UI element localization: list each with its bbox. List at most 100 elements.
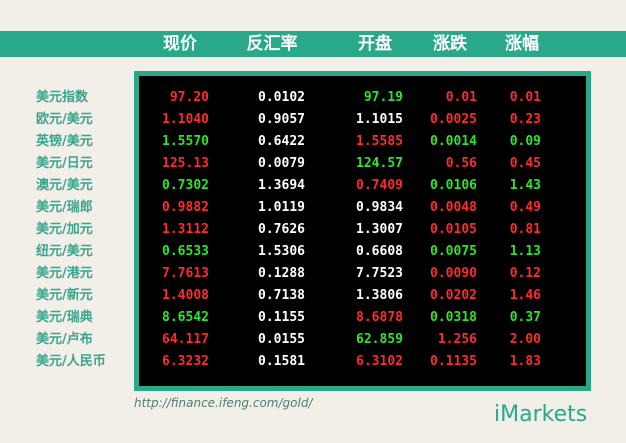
price-cell: 97.20 — [169, 90, 209, 105]
reverse-rate-cell: 0.0155 — [258, 332, 305, 347]
pair-label: 美元/人民币 — [36, 354, 106, 369]
reverse-rate-cell: 0.0102 — [258, 90, 305, 105]
price-cell: 7.7613 — [162, 266, 209, 281]
change-percent-cell: 0.09 — [509, 134, 541, 149]
open-cell: 1.1015 — [356, 112, 403, 127]
open-cell: 0.6608 — [356, 244, 403, 259]
table-row: 97.20 0.0102 97.19 0.01 0.01 — [139, 87, 586, 109]
source-url[interactable]: http://finance.ifeng.com/gold/ — [134, 396, 313, 410]
table-row: 6.3232 0.1581 6.3102 0.1135 1.83 — [139, 351, 586, 373]
reverse-rate-cell: 0.1155 — [258, 310, 305, 325]
change-percent-cell: 1.83 — [509, 354, 541, 369]
change-cell: 0.0048 — [430, 200, 477, 215]
price-cell: 6.3232 — [162, 354, 209, 369]
reverse-rate-cell: 0.1581 — [258, 354, 305, 369]
table-row: 0.9882 1.0119 0.9834 0.0048 0.49 — [139, 197, 586, 219]
table-row: 1.5570 0.6422 1.5585 0.0014 0.09 — [139, 131, 586, 153]
imarkets-logo: iMarkets — [494, 402, 588, 427]
header-open: 开盘 — [358, 34, 392, 54]
price-cell: 64.117 — [162, 332, 209, 347]
change-cell: 0.0202 — [430, 288, 477, 303]
reverse-rate-cell: 1.3694 — [258, 178, 305, 193]
price-cell: 0.6533 — [162, 244, 209, 259]
change-cell: 0.0025 — [430, 112, 477, 127]
pair-label: 美元指数 — [36, 90, 89, 105]
open-cell: 124.57 — [356, 156, 403, 171]
table-row: 8.6542 0.1155 8.6878 0.0318 0.37 — [139, 307, 586, 329]
pair-label: 美元/瑞典 — [36, 310, 93, 325]
quote-table: 97.20 0.0102 97.19 0.01 0.01 1.1040 0.9057 1.10… — [139, 76, 586, 386]
pair-label: 欧元/美元 — [36, 112, 93, 127]
reverse-rate-cell: 0.7626 — [258, 222, 305, 237]
pair-label: 美元/港元 — [36, 266, 93, 281]
header-change: 涨跌 — [433, 34, 467, 54]
change-cell: 0.0318 — [430, 310, 477, 325]
pair-label: 纽元/美元 — [36, 244, 93, 259]
open-cell: 6.3102 — [356, 354, 403, 369]
reverse-rate-cell: 0.0079 — [258, 156, 305, 171]
price-cell: 0.7302 — [162, 178, 209, 193]
open-cell: 1.3806 — [356, 288, 403, 303]
reverse-rate-cell: 0.1288 — [258, 266, 305, 281]
price-cell: 1.4008 — [162, 288, 209, 303]
reverse-rate-cell: 0.6422 — [258, 134, 305, 149]
table-row: 1.1040 0.9057 1.1015 0.0025 0.23 — [139, 109, 586, 131]
open-cell: 8.6878 — [356, 310, 403, 325]
price-cell: 1.1040 — [162, 112, 209, 127]
open-cell: 97.19 — [363, 90, 403, 105]
header-change-percent: 涨幅 — [505, 34, 539, 54]
price-cell: 1.5570 — [162, 134, 209, 149]
change-cell: 0.01 — [445, 90, 477, 105]
table-row: 64.117 0.0155 62.859 1.256 2.00 — [139, 329, 586, 351]
change-cell: 0.0105 — [430, 222, 477, 237]
change-cell: 0.0106 — [430, 178, 477, 193]
table-row: 0.7302 1.3694 0.7409 0.0106 1.43 — [139, 175, 586, 197]
change-percent-cell: 0.23 — [509, 112, 541, 127]
open-cell: 62.859 — [356, 332, 403, 347]
price-cell: 0.9882 — [162, 200, 209, 215]
header-reverse-rate: 反汇率 — [246, 34, 298, 54]
change-cell: 0.0014 — [430, 134, 477, 149]
change-percent-cell: 1.43 — [509, 178, 541, 193]
table-row: 1.3112 0.7626 1.3007 0.0105 0.81 — [139, 219, 586, 241]
table-row: 0.6533 1.5306 0.6608 0.0075 1.13 — [139, 241, 586, 263]
table-row: 1.4008 0.7138 1.3806 0.0202 1.46 — [139, 285, 586, 307]
change-cell: 0.1135 — [430, 354, 477, 369]
change-percent-cell: 0.49 — [509, 200, 541, 215]
change-percent-cell: 0.81 — [509, 222, 541, 237]
change-percent-cell: 1.46 — [509, 288, 541, 303]
open-cell: 0.7409 — [356, 178, 403, 193]
quote-table-frame: 97.20 0.0102 97.19 0.01 0.01 1.1040 0.9057 1.10… — [134, 71, 591, 391]
pair-label: 美元/瑞郎 — [36, 200, 93, 215]
table-row: 125.13 0.0079 124.57 0.56 0.45 — [139, 153, 586, 175]
change-percent-cell: 0.12 — [509, 266, 541, 281]
open-cell: 1.5585 — [356, 134, 403, 149]
pair-label: 英镑/美元 — [36, 134, 93, 149]
pair-label: 美元/加元 — [36, 222, 93, 237]
change-percent-cell: 2.00 — [509, 332, 541, 347]
price-cell: 125.13 — [162, 156, 209, 171]
price-cell: 8.6542 — [162, 310, 209, 325]
header-price: 现价 — [163, 34, 197, 54]
change-cell: 0.0075 — [430, 244, 477, 259]
open-cell: 1.3007 — [356, 222, 403, 237]
pair-label: 美元/卢布 — [36, 332, 93, 347]
pair-label: 美元/日元 — [36, 156, 93, 171]
table-row: 7.7613 0.1288 7.7523 0.0090 0.12 — [139, 263, 586, 285]
reverse-rate-cell: 1.0119 — [258, 200, 305, 215]
change-cell: 1.256 — [437, 332, 477, 347]
change-percent-cell: 0.45 — [509, 156, 541, 171]
change-percent-cell: 0.01 — [509, 90, 541, 105]
pair-label: 澳元/美元 — [36, 178, 93, 193]
open-cell: 7.7523 — [356, 266, 403, 281]
price-cell: 1.3112 — [162, 222, 209, 237]
pair-label: 美元/新元 — [36, 288, 93, 303]
change-percent-cell: 0.37 — [509, 310, 541, 325]
reverse-rate-cell: 1.5306 — [258, 244, 305, 259]
change-percent-cell: 1.13 — [509, 244, 541, 259]
column-header-bar: 现价 反汇率 开盘 涨跌 涨幅 — [0, 31, 626, 57]
change-cell: 0.0090 — [430, 266, 477, 281]
change-cell: 0.56 — [445, 156, 477, 171]
open-cell: 0.9834 — [356, 200, 403, 215]
reverse-rate-cell: 0.9057 — [258, 112, 305, 127]
